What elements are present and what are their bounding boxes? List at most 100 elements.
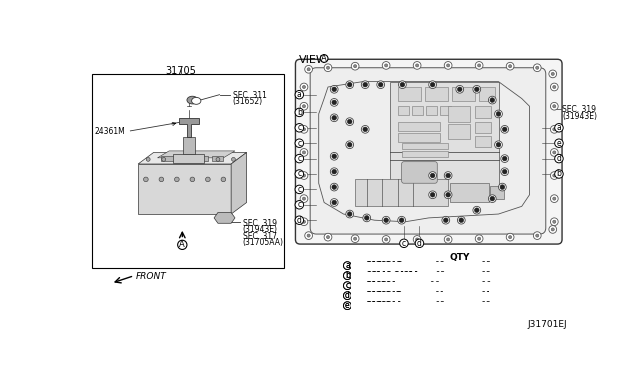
Circle shape (553, 220, 556, 223)
Circle shape (363, 214, 371, 222)
Text: c: c (297, 200, 301, 209)
Bar (490, 186, 504, 199)
FancyBboxPatch shape (296, 59, 562, 244)
Circle shape (536, 66, 539, 69)
Text: ---- 31050A --------: ---- 31050A -------- (353, 281, 420, 290)
Text: <01>: <01> (476, 291, 497, 300)
Circle shape (458, 217, 465, 224)
Circle shape (303, 86, 305, 89)
Circle shape (344, 262, 351, 269)
Circle shape (495, 110, 502, 118)
Text: (31652): (31652) (233, 97, 263, 106)
Circle shape (444, 62, 452, 69)
Bar (476, 106, 491, 118)
Circle shape (429, 191, 436, 199)
Polygon shape (183, 137, 195, 154)
Text: d: d (557, 154, 561, 163)
Circle shape (430, 173, 435, 178)
Text: (31943E): (31943E) (243, 225, 278, 234)
Circle shape (348, 82, 352, 87)
Circle shape (496, 112, 501, 116)
Circle shape (442, 217, 450, 224)
Text: ---- 31050A -------- <06>: ---- 31050A -------- <06> (353, 281, 445, 290)
Circle shape (444, 235, 452, 243)
Bar (402, 143, 448, 150)
Circle shape (415, 64, 419, 67)
Bar (397, 106, 410, 115)
Circle shape (429, 172, 436, 179)
Circle shape (344, 282, 351, 289)
Circle shape (300, 172, 308, 179)
Circle shape (344, 292, 351, 299)
Bar (412, 106, 423, 115)
Circle shape (446, 173, 451, 178)
Circle shape (553, 86, 556, 89)
Circle shape (501, 155, 509, 163)
Circle shape (205, 177, 210, 182)
Circle shape (295, 124, 303, 132)
Text: <02>: <02> (476, 271, 497, 280)
Circle shape (295, 201, 303, 209)
Text: <03>: <03> (476, 261, 497, 270)
Text: 24361M: 24361M (95, 127, 125, 136)
Circle shape (344, 302, 351, 310)
Circle shape (473, 206, 481, 214)
Circle shape (501, 168, 509, 176)
Circle shape (362, 125, 369, 133)
Bar (425, 87, 448, 101)
Circle shape (430, 192, 435, 197)
Circle shape (351, 235, 359, 243)
Text: c: c (297, 139, 301, 148)
Circle shape (324, 233, 332, 241)
Circle shape (330, 199, 338, 206)
Text: <02>: <02> (476, 301, 497, 310)
Circle shape (474, 208, 479, 212)
Circle shape (353, 237, 356, 240)
Circle shape (384, 218, 388, 222)
Text: c: c (346, 281, 349, 290)
Circle shape (295, 185, 303, 194)
Circle shape (550, 195, 558, 202)
Bar (397, 87, 421, 101)
Circle shape (382, 62, 390, 69)
Circle shape (332, 169, 337, 174)
Circle shape (348, 119, 352, 124)
Circle shape (190, 177, 195, 182)
Circle shape (332, 100, 337, 105)
Circle shape (330, 168, 338, 176)
Circle shape (344, 272, 351, 279)
Circle shape (378, 82, 383, 87)
Circle shape (303, 197, 305, 200)
Text: ---- 31705AC --------: ---- 31705AC -------- (353, 261, 425, 270)
Bar (426, 106, 437, 115)
Text: SEC. 319: SEC. 319 (243, 219, 276, 228)
Circle shape (553, 151, 556, 154)
Circle shape (330, 99, 338, 106)
Circle shape (303, 128, 305, 131)
Circle shape (330, 183, 338, 191)
Circle shape (307, 234, 310, 237)
Circle shape (444, 191, 452, 199)
Bar (397, 133, 440, 142)
Text: b: b (557, 170, 561, 179)
Text: ---- 31705AB --------: ---- 31705AB -------- (353, 291, 425, 300)
Circle shape (495, 141, 502, 148)
Circle shape (300, 195, 308, 202)
Circle shape (346, 81, 353, 89)
Circle shape (550, 125, 558, 133)
Bar (92, 74, 284, 268)
Bar (351, 302, 506, 310)
Circle shape (364, 216, 369, 220)
Circle shape (348, 142, 352, 147)
Text: SEC. 311: SEC. 311 (233, 91, 266, 100)
Circle shape (344, 282, 351, 289)
Circle shape (447, 64, 450, 67)
Circle shape (162, 157, 166, 161)
Circle shape (300, 148, 308, 156)
Circle shape (377, 81, 385, 89)
Circle shape (496, 142, 501, 147)
Text: c: c (297, 185, 301, 194)
Circle shape (295, 108, 303, 117)
Bar (355, 179, 448, 206)
Circle shape (305, 65, 312, 73)
